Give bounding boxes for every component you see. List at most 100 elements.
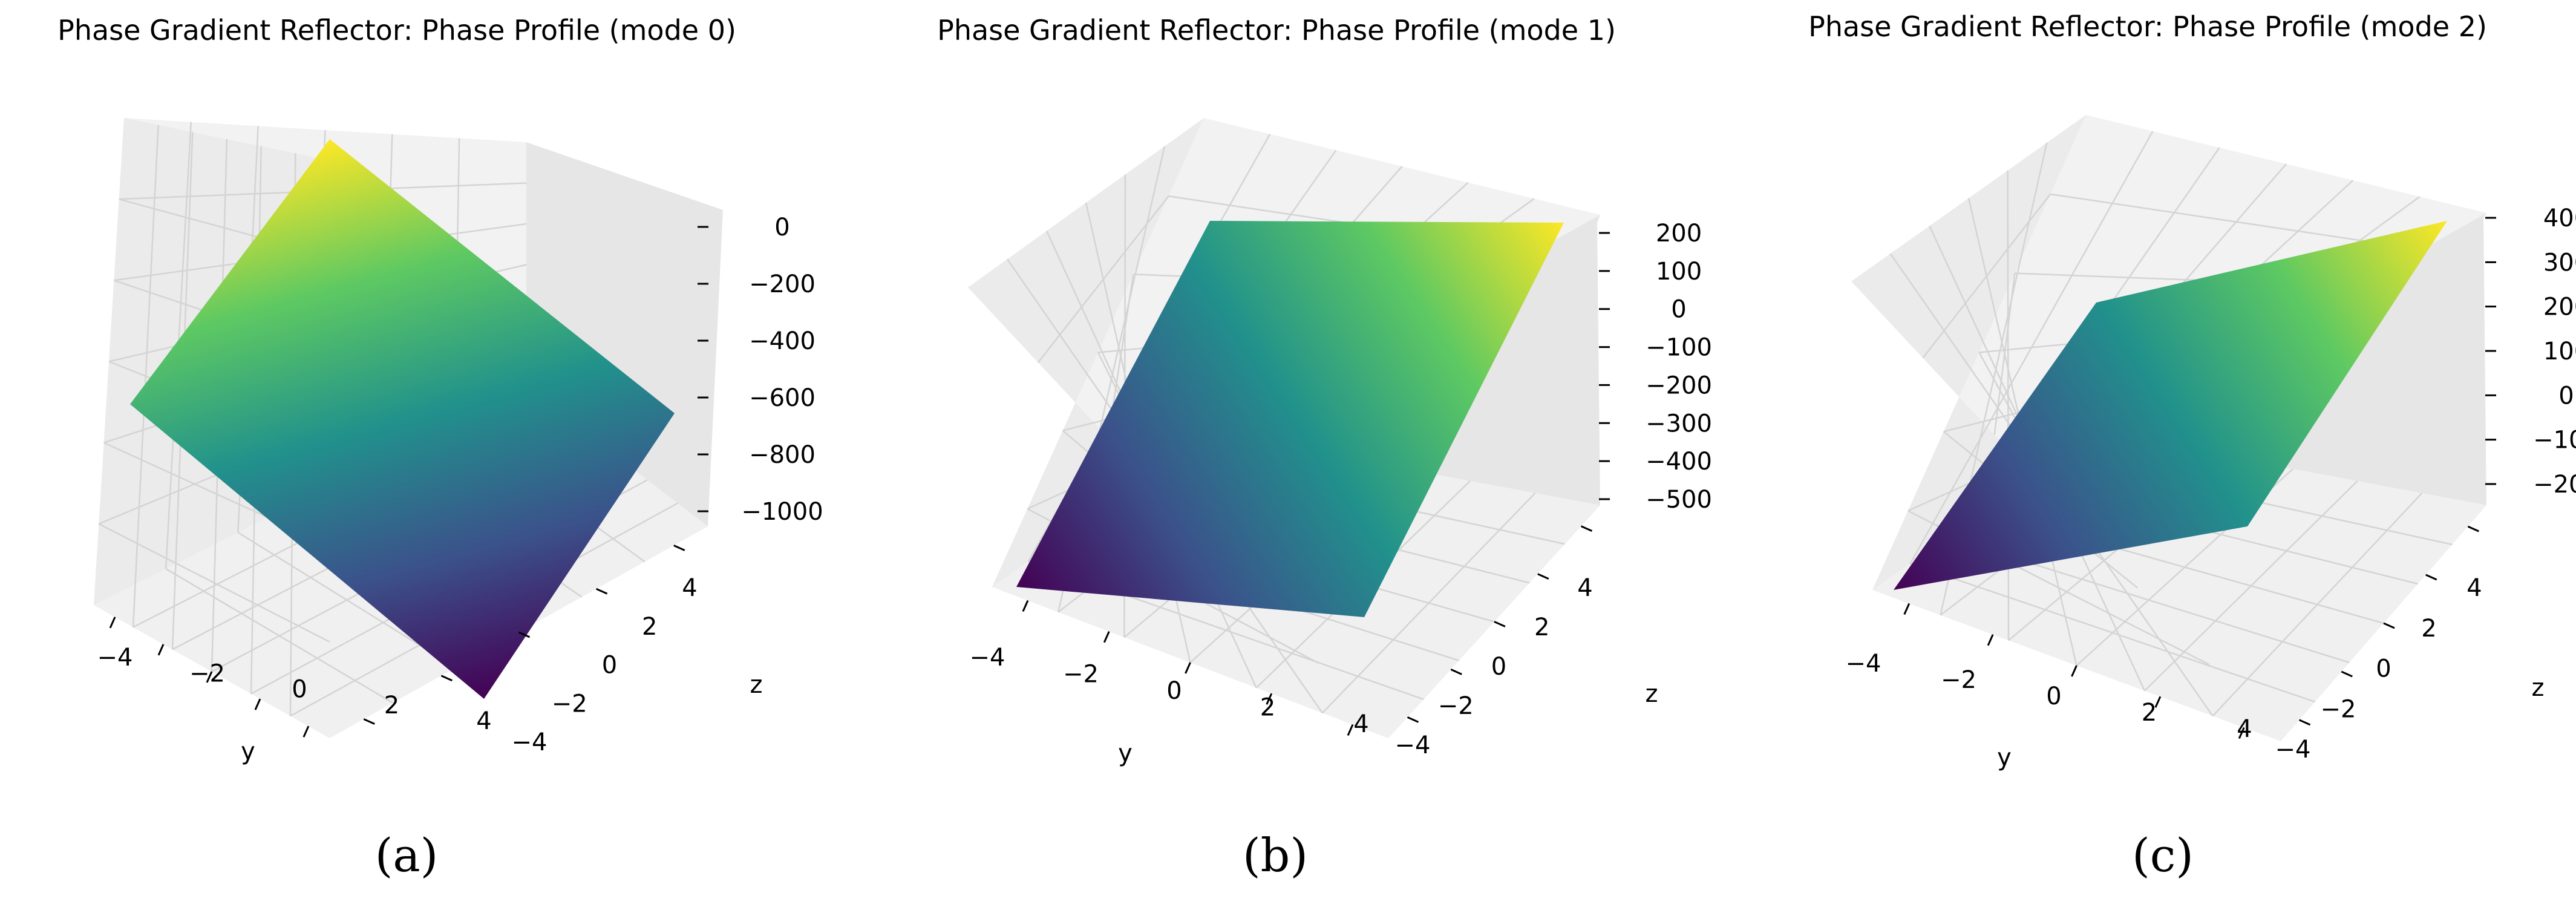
z-tick-label: −200 <box>2533 471 2576 499</box>
y-tick <box>2383 622 2395 629</box>
gridline <box>2050 193 2422 250</box>
z-tick-label: 100 <box>1656 258 1702 286</box>
y-tick-label: 2 <box>1534 614 1549 641</box>
x-tick <box>157 644 165 656</box>
x-tick-label: −2 <box>1063 661 1099 689</box>
y-tick-label: −2 <box>2321 695 2356 723</box>
x-tick-label: 0 <box>1166 677 1182 705</box>
x-axis: −4 −2 0 2 4 y <box>1846 603 2252 771</box>
y-tick <box>673 545 685 551</box>
y-tick-label: −2 <box>552 690 587 718</box>
y-tick <box>2341 670 2353 678</box>
z-tick-label: −200 <box>749 270 816 298</box>
x-tick <box>2154 696 2162 708</box>
x-tick-label: 4 <box>1353 710 1368 738</box>
z-tick-label: −100 <box>2533 427 2576 454</box>
y-tick-label: −4 <box>1395 732 1431 759</box>
z-tick-label: −500 <box>1646 486 1712 514</box>
x-tick <box>2238 727 2245 739</box>
z-axis: 400 300 200 100 0 −100 −200 <box>2485 205 2576 499</box>
gridline <box>2212 493 2423 717</box>
y-tick-label: −4 <box>512 728 548 756</box>
phase-surface <box>130 139 675 699</box>
x-tick <box>1903 603 1911 615</box>
y-axis-label: z <box>750 671 763 699</box>
panel-label: (b) <box>1243 828 1308 882</box>
y-tick-label: 0 <box>602 652 617 679</box>
y-axis-label: z <box>1646 680 1658 708</box>
z-tick-label: 0 <box>1671 296 1686 324</box>
x-tick-label: −4 <box>1846 650 1881 678</box>
z-axis: 200 100 0 −100 −200 −300 −400 −500 <box>1599 220 1712 514</box>
x-tick-label: −2 <box>1941 666 1976 694</box>
x-axis-label: y <box>1118 739 1133 767</box>
z-tick-label: 0 <box>774 214 789 241</box>
x-tick <box>254 698 261 710</box>
chart-panel-2: Phase Gradient Reflector: Phase Profile … <box>1808 10 2576 882</box>
z-tick-label: 400 <box>2543 205 2576 232</box>
z-tick-label: −300 <box>1646 410 1712 437</box>
z-tick-label: 300 <box>2543 249 2576 277</box>
gridline <box>1037 195 1169 363</box>
y-tick <box>518 631 531 638</box>
y-tick <box>363 718 375 725</box>
z-tick-label: −1000 <box>741 498 823 526</box>
x-tick-label: 4 <box>2237 715 2252 743</box>
phase-surface <box>1016 221 1564 617</box>
x-tick <box>2071 665 2077 677</box>
x-tick-label: 0 <box>2046 682 2061 710</box>
y-tick-label: 4 <box>2466 574 2482 602</box>
z-tick-label: −400 <box>1646 448 1712 476</box>
x-axis: −4 −2 0 2 4 y <box>97 617 492 765</box>
x-tick-label: −4 <box>970 644 1005 672</box>
y-tick <box>1494 621 1506 627</box>
x-tick <box>1103 631 1110 643</box>
panel-label: (c) <box>2132 828 2194 882</box>
chart-panel-1: Phase Gradient Reflector: Phase Profile … <box>937 14 1712 882</box>
pane-right <box>526 142 723 526</box>
y-tick-label: 4 <box>1577 574 1592 602</box>
y-tick-label: 2 <box>642 613 657 641</box>
z-tick-label: 100 <box>2543 338 2576 365</box>
y-tick <box>2425 574 2437 581</box>
y-tick <box>596 588 608 595</box>
chart-title: Phase Gradient Reflector: Phase Profile … <box>937 14 1616 47</box>
x-tick-label: −2 <box>189 660 225 687</box>
y-tick-label: −4 <box>2275 736 2311 764</box>
z-tick-label: −400 <box>749 327 816 355</box>
gridline <box>1922 194 2051 359</box>
x-axis-label: y <box>1997 744 2012 771</box>
x-tick-label: 0 <box>292 676 307 704</box>
y-tick-label: −2 <box>1438 692 1474 720</box>
x-axis-label: y <box>241 738 255 765</box>
x-tick-label: 2 <box>1260 694 1275 722</box>
y-tick <box>1580 525 1593 532</box>
x-tick-label: 2 <box>384 692 399 719</box>
z-tick-label: 200 <box>1656 220 1702 247</box>
x-tick <box>302 725 310 738</box>
panel-label: (a) <box>375 828 439 882</box>
x-tick <box>109 617 116 629</box>
z-tick-label: −800 <box>749 441 816 469</box>
x-axis: −4 −2 0 2 4 y <box>970 600 1369 767</box>
x-tick <box>1987 634 1994 646</box>
chart-title: Phase Gradient Reflector: Phase Profile … <box>1808 10 2487 43</box>
x-tick <box>1022 600 1029 612</box>
chart-panel-0: Phase Gradient Reflector: Phase Profile … <box>57 14 823 882</box>
y-tick-label: 0 <box>1491 653 1506 681</box>
x-tick <box>1185 662 1191 674</box>
x-tick-label: 4 <box>476 707 491 735</box>
x-tick-label: −4 <box>97 644 133 672</box>
y-tick <box>1450 669 1462 675</box>
chart-title: Phase Gradient Reflector: Phase Profile … <box>57 14 736 47</box>
z-tick-label: 200 <box>2543 293 2576 321</box>
y-tick <box>1537 573 1549 580</box>
y-tick-label: 2 <box>2421 615 2436 643</box>
y-axis: −4 −2 0 2 4 z <box>1395 525 1658 759</box>
y-tick <box>2467 525 2480 532</box>
z-tick-label: −200 <box>1646 372 1712 399</box>
y-tick <box>440 675 453 682</box>
